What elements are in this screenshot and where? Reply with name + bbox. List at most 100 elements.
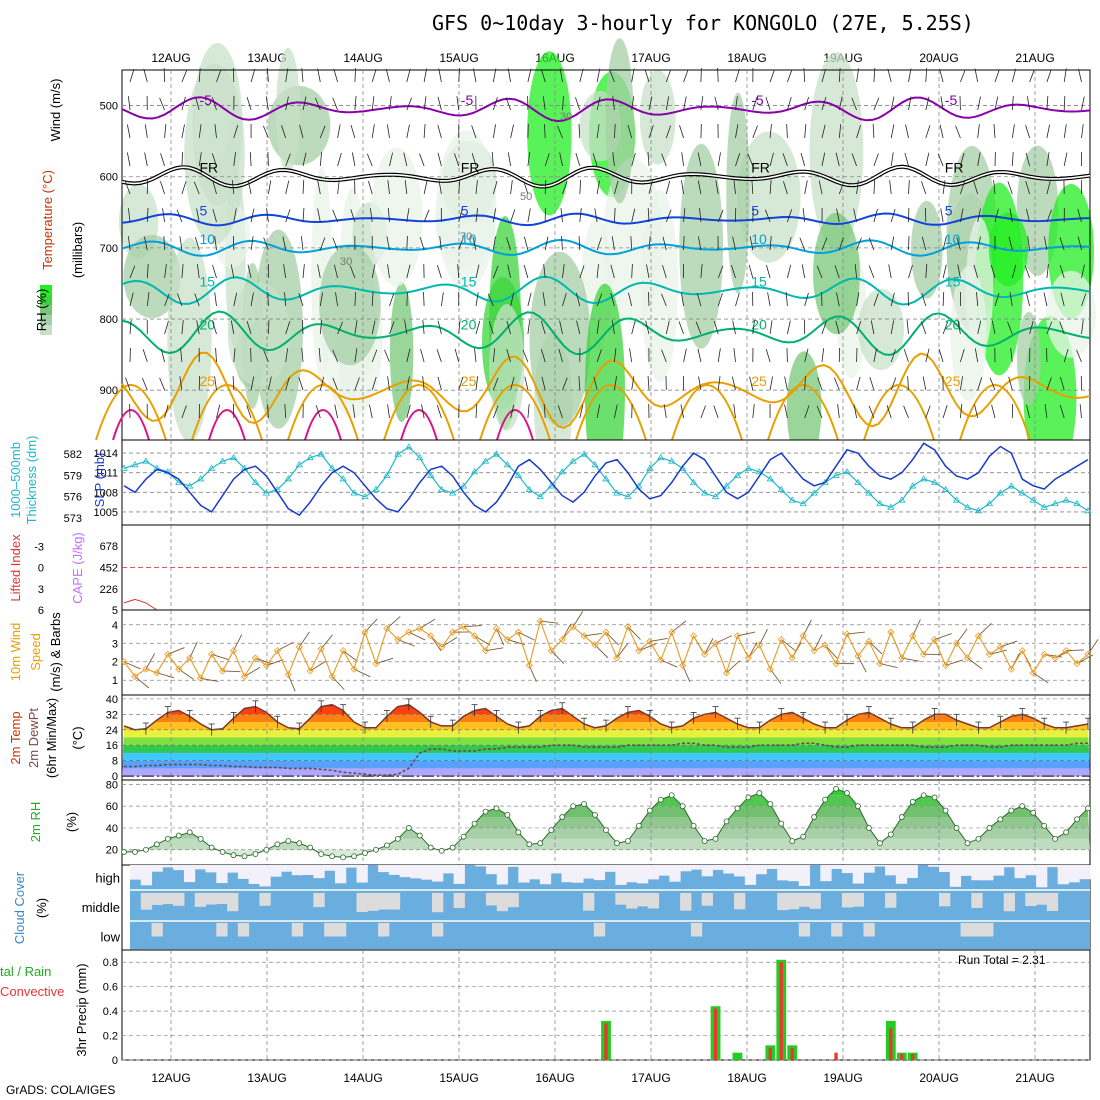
rh-tick-label: 20 <box>106 845 118 857</box>
wind-speed-point <box>383 624 391 633</box>
cloud-cell <box>1003 893 1015 912</box>
wind-barb <box>1046 321 1053 335</box>
temp-band <box>122 768 1090 777</box>
temp-band <box>122 760 1090 769</box>
precip-convective-bar <box>604 1023 608 1060</box>
temp2m-panel: 0 8 16 24 32 40 <box>106 694 1091 783</box>
wind-barb <box>787 96 792 111</box>
wind-speed-point <box>690 632 698 640</box>
thickness-tick-label: 573 <box>64 513 82 525</box>
slp-tick-label: 1011 <box>94 468 118 480</box>
wind-barb <box>1007 321 1013 335</box>
wind-barb <box>579 68 584 83</box>
thickness-point <box>668 457 676 464</box>
wind-barb <box>496 628 505 646</box>
rh-point <box>898 814 905 820</box>
wind-barb <box>285 209 291 223</box>
rh-shading <box>527 51 572 216</box>
rh-contour-label: 50 <box>520 191 532 203</box>
rh-point <box>756 790 763 796</box>
wind-barb <box>250 68 256 83</box>
wind-barb <box>886 405 892 419</box>
wind-barb <box>605 631 619 646</box>
wind-speed-point <box>1084 650 1092 658</box>
wind-barb <box>160 181 165 195</box>
wind-barb <box>146 208 149 223</box>
wind-barb <box>419 237 425 251</box>
cloud-cell <box>723 865 735 874</box>
wind-barb <box>715 635 733 644</box>
wind-barb <box>934 633 952 640</box>
wind-barb <box>557 125 563 139</box>
wind-barb <box>821 152 826 167</box>
wind-barb <box>250 208 255 223</box>
temperature-axis-label: Temperature (°C) <box>40 170 55 270</box>
wind-barb <box>562 377 568 391</box>
cloud-cell <box>971 865 983 881</box>
temp-band <box>122 737 1090 746</box>
wind-barb <box>801 264 806 279</box>
wind-barb <box>492 208 497 223</box>
wind-speed-point <box>854 652 862 660</box>
wind-barb <box>856 68 860 83</box>
wind-barb <box>181 69 188 83</box>
wind-barb <box>1046 96 1049 111</box>
wind-barb <box>422 320 425 335</box>
cloud-cell <box>550 865 562 874</box>
wind-barb <box>925 405 931 419</box>
wind-barb <box>977 96 981 111</box>
cloud-cell <box>216 865 228 884</box>
footer-credit: GrADS: COLA/IGES <box>6 1083 115 1097</box>
thickness-point <box>514 471 523 478</box>
temp2m-axis-label: 2m Temp <box>8 711 23 764</box>
cloud-cell <box>885 893 897 908</box>
wind-barb <box>353 668 371 678</box>
wind-barb <box>782 153 788 167</box>
wind-barb <box>665 209 672 223</box>
thickness-point <box>569 457 577 464</box>
wind-barb <box>1060 376 1065 391</box>
isotherm-label: 5 <box>945 202 953 218</box>
cloud-cell <box>378 923 390 937</box>
wind-axis-label: Wind (m/s) <box>48 79 63 142</box>
wind-barb <box>1063 152 1068 167</box>
cape-tick-label: 678 <box>100 541 118 553</box>
wind-barb <box>782 181 788 195</box>
wind-barb <box>835 152 840 167</box>
temp-unit-label: (°C) <box>70 726 85 749</box>
wind-barb <box>908 68 912 83</box>
thickness-point <box>755 468 764 475</box>
thickness-point <box>536 492 544 500</box>
precip-convective-bar <box>779 962 783 1060</box>
wind-barb <box>908 236 910 251</box>
wind-barb <box>284 404 287 419</box>
top-date-label: 14AUG <box>343 51 382 65</box>
wind-barb <box>1000 640 1018 648</box>
wind-barb <box>631 208 636 223</box>
thickness-point <box>602 475 610 482</box>
cloud-cell <box>809 893 821 909</box>
rh-point <box>800 833 807 840</box>
top-date-label: 20AUG <box>919 51 958 65</box>
wind-barb <box>1011 152 1014 167</box>
wind-barb <box>319 320 323 335</box>
wind-barb <box>492 377 499 391</box>
wind-barb <box>610 292 615 307</box>
thickness-point <box>229 453 238 461</box>
wind-barb <box>1059 265 1065 279</box>
wind-barb <box>285 348 289 363</box>
wind-barb <box>1077 208 1082 223</box>
wind-barb <box>522 349 529 363</box>
rh-contour-label: 70 <box>460 231 472 243</box>
wind-barb <box>230 264 235 279</box>
wind-speed-point <box>766 665 774 673</box>
wind-barb <box>870 320 875 335</box>
wind-barb <box>752 125 758 139</box>
wind-barb <box>506 237 511 251</box>
wind-barb <box>873 293 879 307</box>
wind-barb <box>660 659 678 668</box>
wind-barb <box>283 264 287 279</box>
cloud-cell <box>787 865 800 882</box>
top-date-label: 21AUG <box>1015 51 1054 65</box>
wind-barb <box>733 180 736 195</box>
